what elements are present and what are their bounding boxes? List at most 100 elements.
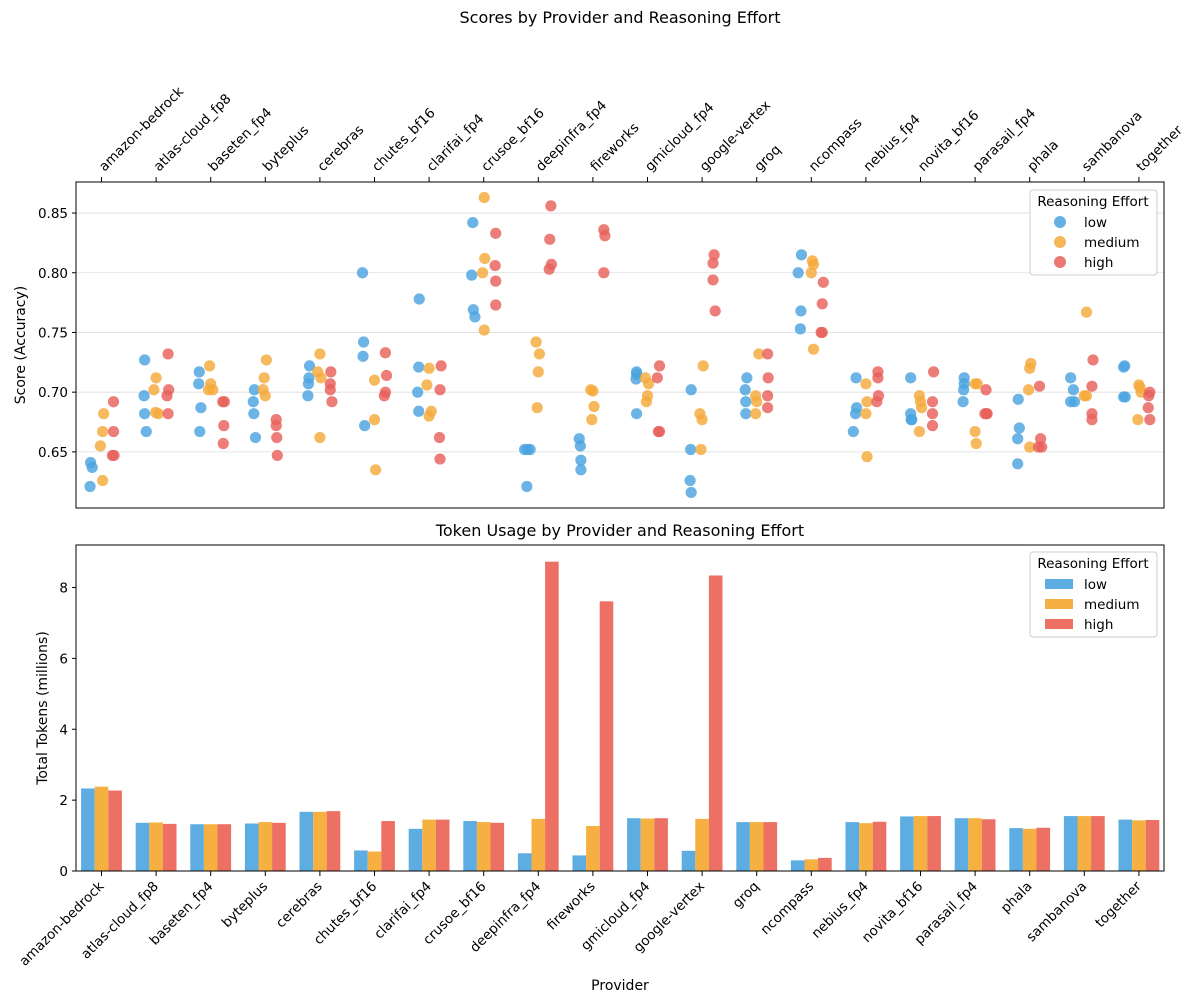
scatter-point-high — [490, 275, 502, 287]
scatter-point-medium — [861, 396, 873, 408]
scatter-point-low — [1012, 393, 1024, 405]
scatter-point-low — [86, 461, 98, 473]
scatter-point-medium — [696, 414, 708, 426]
scatter-point-low — [847, 425, 859, 438]
scatter-point-high — [816, 326, 828, 339]
scatter-point-high — [1086, 380, 1098, 392]
bar-legend-label-high: high — [1084, 617, 1113, 633]
scatter-legend[interactable]: Reasoning Effort low medium high — [1029, 189, 1158, 276]
scatter-point-low — [249, 431, 262, 444]
scatter-point-high — [490, 227, 502, 239]
scatter-point-medium — [697, 360, 709, 372]
scatter-point-low — [140, 425, 152, 438]
bar-low — [190, 824, 204, 871]
scatter-point-medium — [750, 408, 762, 420]
scatter-point-low — [356, 267, 369, 279]
scatter-point-low — [302, 378, 315, 390]
bar-high — [872, 821, 887, 871]
scatter-point-high — [653, 360, 666, 372]
scatter-point-medium — [640, 396, 653, 408]
bar-low — [299, 811, 314, 871]
bar-low — [244, 823, 259, 871]
scatter-point-low — [792, 267, 804, 279]
scatter-point-medium — [1023, 384, 1035, 396]
scatter-point-medium — [259, 390, 271, 402]
scatter-point-low — [193, 366, 205, 378]
bar-low — [954, 818, 969, 871]
scatter-point-low — [138, 390, 150, 402]
scatter-point-medium — [479, 252, 491, 265]
scatter-point-medium — [150, 372, 162, 384]
bar-y-tick-label: 0 — [59, 864, 68, 880]
scatter-point-high — [545, 200, 557, 212]
scatter-point-medium — [478, 324, 490, 336]
scatter-point-high — [651, 372, 663, 384]
scatter-point-high — [762, 402, 774, 414]
scatter-point-medium — [369, 464, 382, 476]
scatter-y-tick-label: 0.75 — [38, 325, 68, 341]
scatter-legend-label-medium: medium — [1084, 235, 1139, 251]
bar-y-tick-label: 6 — [59, 651, 68, 667]
bar-low — [790, 860, 805, 871]
scatter-point-high — [1144, 414, 1156, 426]
scatter-point-low — [248, 384, 260, 396]
scatter-point-high — [1032, 441, 1045, 453]
scatter-point-high — [271, 449, 283, 462]
scatter-point-high — [326, 396, 338, 408]
bar-medium — [968, 818, 982, 871]
scatter-point-high — [544, 233, 556, 245]
bar-high — [818, 857, 832, 871]
bar-legend-box — [1029, 551, 1158, 638]
scatter-point-high — [217, 437, 229, 450]
bar-medium — [1132, 820, 1146, 871]
scatter-point-low — [194, 425, 206, 438]
scatter-y-tick-label: 0.65 — [38, 445, 68, 461]
scatter-point-low — [1068, 396, 1081, 408]
bar-high — [1091, 816, 1105, 871]
bar-y-axis-label: Total Tokens (millions) — [35, 631, 51, 786]
scatter-point-low — [1065, 372, 1077, 384]
scatter-point-high — [107, 396, 120, 408]
bar-legend[interactable]: Reasoning Effort low medium high — [1029, 551, 1158, 638]
scatter-point-low — [302, 390, 314, 402]
scatter-point-low — [413, 361, 425, 373]
bar-title: Token Usage by Provider and Reasoning Ef… — [435, 521, 804, 540]
scatter-point-medium — [807, 343, 820, 355]
scatter-point-high — [490, 299, 502, 311]
bar-legend-label-medium: medium — [1084, 597, 1139, 613]
scatter-point-medium — [1024, 362, 1036, 374]
scatter-point-medium — [477, 267, 489, 279]
scatter-point-high — [1087, 354, 1099, 366]
scatter-point-high — [271, 431, 283, 444]
bar-high — [162, 823, 177, 871]
bar-medium — [1022, 828, 1037, 871]
scatter-point-medium — [753, 348, 765, 360]
scatter-point-low — [957, 396, 969, 408]
scatter-point-high — [598, 267, 610, 279]
bar-high — [763, 822, 778, 871]
bar-medium — [640, 818, 655, 871]
scatter-point-low — [1013, 422, 1025, 434]
scatter-point-medium — [969, 425, 981, 438]
scatter-point-medium — [913, 425, 926, 438]
scatter-point-medium — [533, 348, 545, 360]
scatter-point-medium — [368, 374, 381, 386]
bar-high — [1145, 819, 1160, 871]
scatter-point-low — [303, 360, 316, 372]
bar-medium — [913, 816, 928, 871]
scatter-point-medium — [423, 410, 435, 422]
scatter-point-medium — [805, 267, 817, 279]
scatter-point-low — [1067, 384, 1079, 396]
bar-y-axis: 0 2 4 6 8 — [59, 581, 76, 880]
scatter-point-medium — [971, 378, 983, 390]
scatter-point-high — [707, 257, 719, 269]
bar-legend-swatch-high — [1045, 619, 1073, 629]
scatter-point-low — [574, 440, 586, 452]
scatter-point-high — [708, 249, 720, 261]
scatter-point-high — [926, 408, 939, 420]
scatter-point-low — [466, 269, 478, 281]
scatter-legend-marker-medium — [1054, 236, 1066, 248]
scatter-legend-marker-high — [1054, 256, 1066, 268]
scatter-point-medium — [207, 384, 219, 396]
bar-medium — [422, 819, 436, 871]
